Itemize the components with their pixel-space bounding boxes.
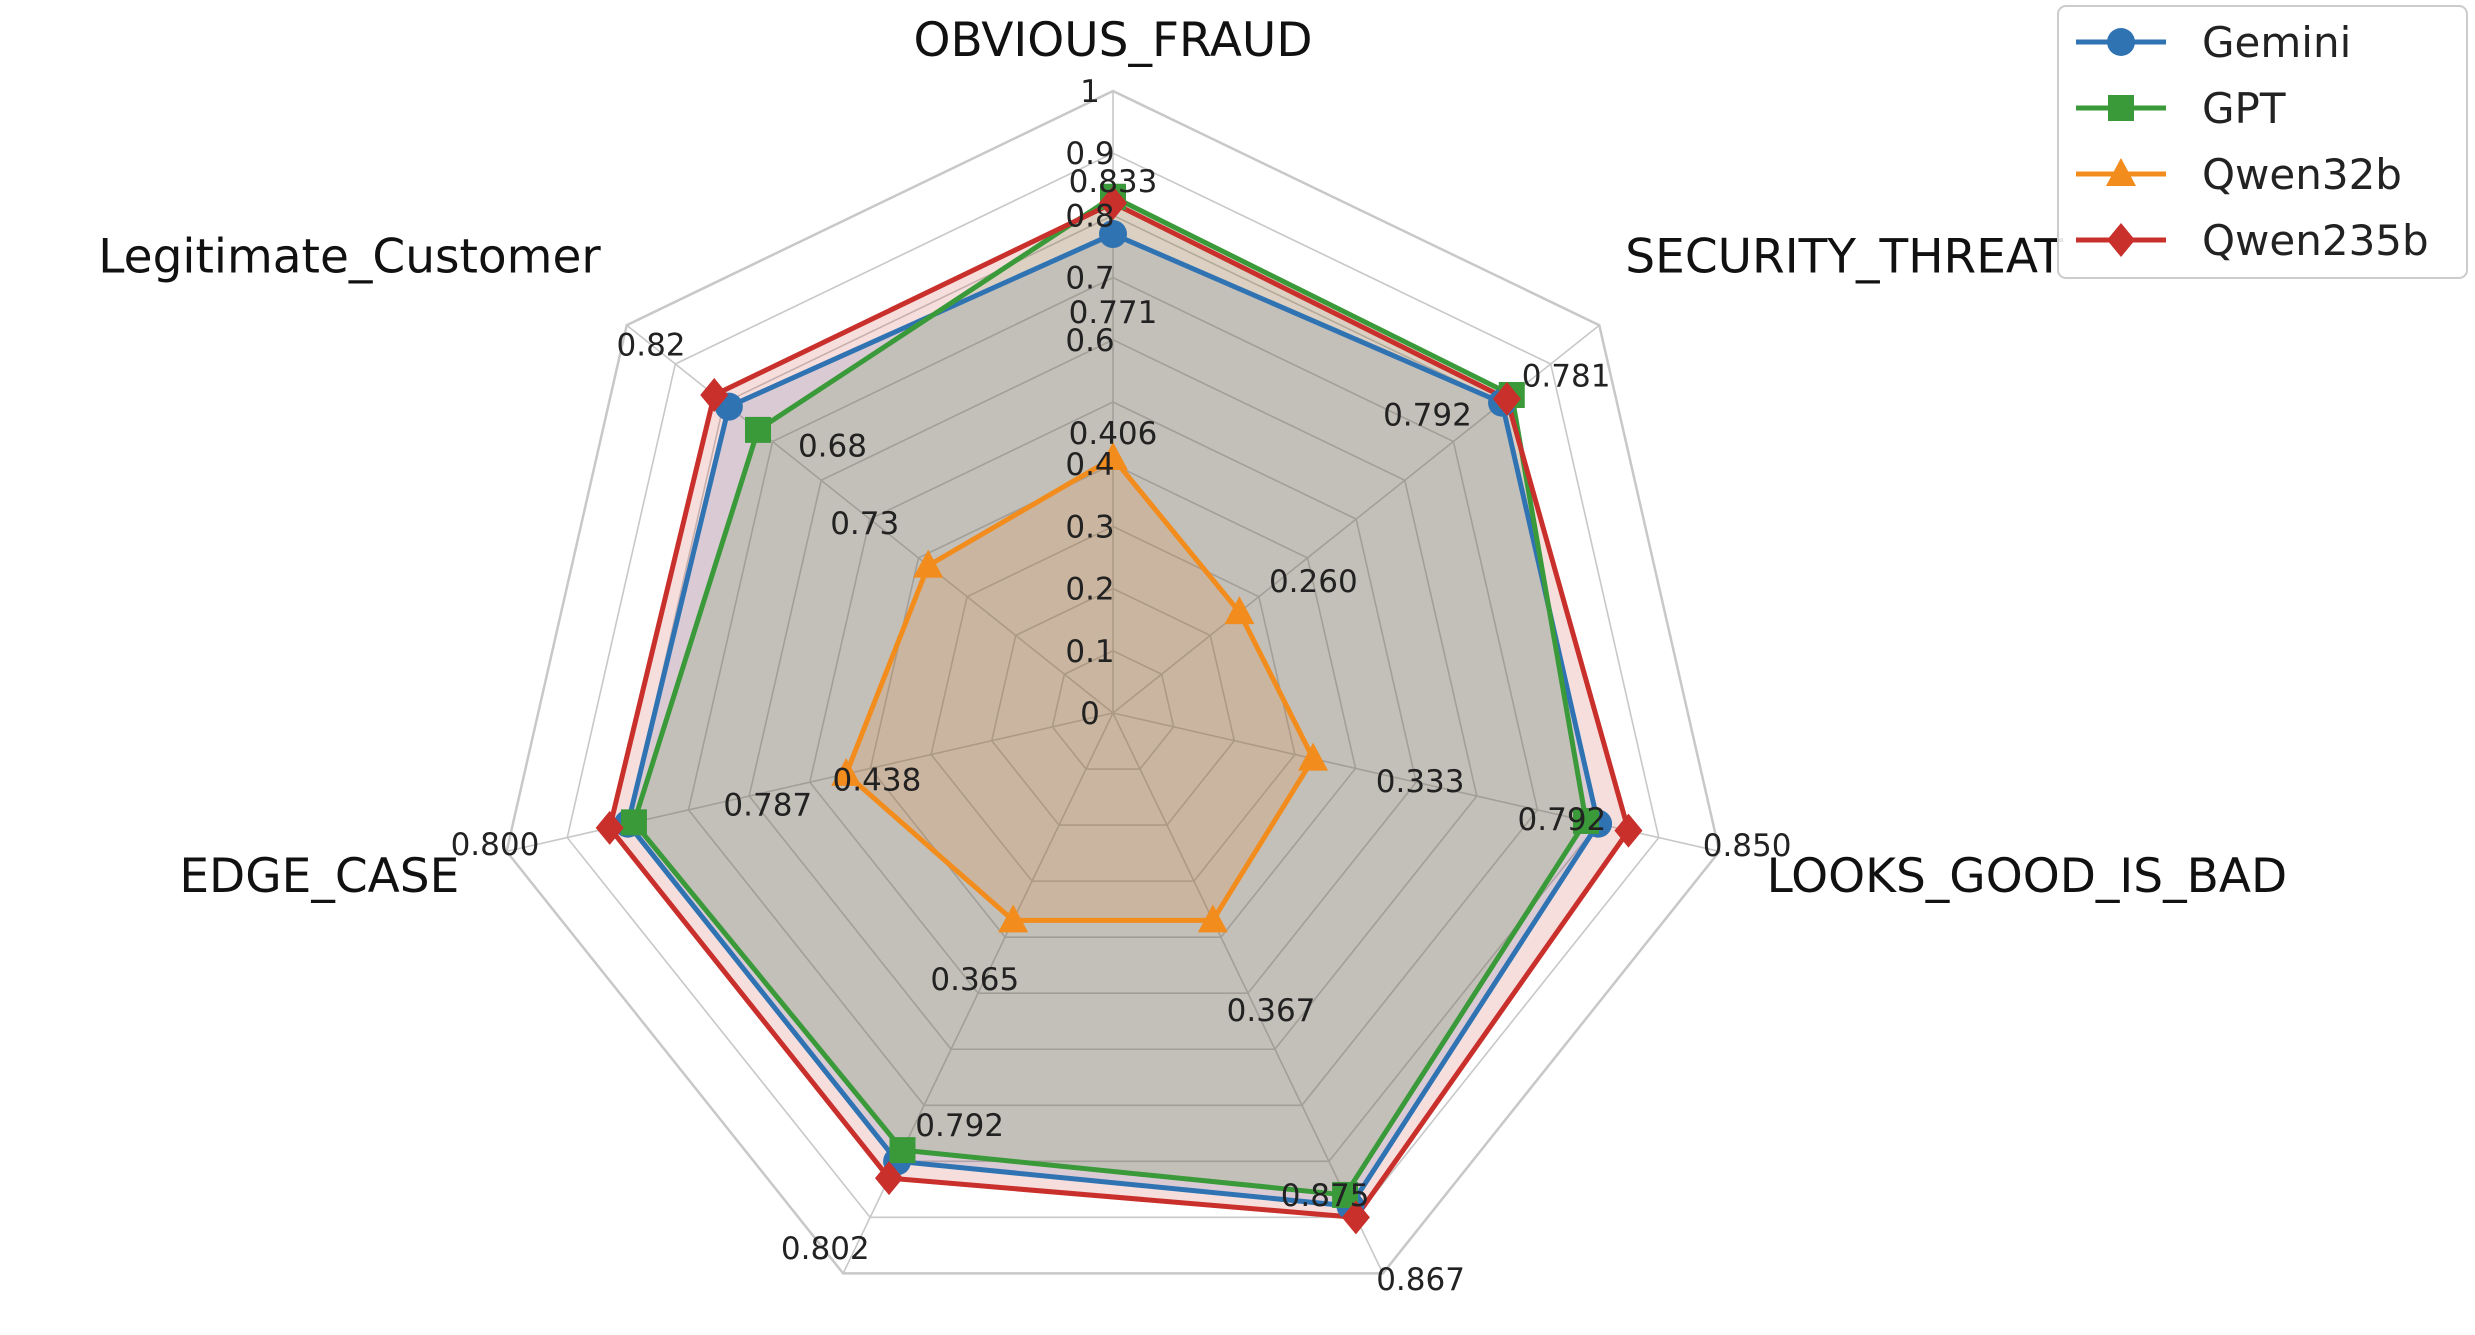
radial-ticks: 0 0.1 0.2 0.3 0.4 0.6 0.7 0.8 0.9 1	[1065, 74, 1114, 732]
point-qwen235b-edge-case	[595, 810, 624, 845]
point-qwen235b-security-threat	[1492, 381, 1521, 416]
series-fill-gemini	[627, 234, 1599, 1207]
grid-ring-9	[566, 152, 1660, 1219]
data-label: 0.82	[617, 328, 686, 364]
grid-ring-3	[930, 525, 1296, 882]
series-fill-qwen235b	[609, 202, 1629, 1218]
tick-label: 1	[1080, 74, 1100, 110]
point-gpt-edge-case	[620, 809, 647, 836]
tick-label: 0.6	[1065, 323, 1114, 359]
legend: Gemini GPT Qwen32b Qwen235b	[2057, 5, 2468, 279]
series-lines	[607, 194, 1631, 1220]
series-fills	[609, 196, 1629, 1218]
legend-marker-gpt	[2108, 95, 2134, 121]
series-line-qwen235b	[607, 200, 1631, 1220]
grid-ring-4	[869, 463, 1357, 938]
grid-ring-2	[990, 587, 1236, 826]
data-labels: 0.833 0.771 0.406 0.781 0.792 0.260 0.850 0.792…	[451, 164, 1792, 1298]
grid-ring-6	[748, 338, 1478, 1051]
data-label: 0.367	[1227, 993, 1316, 1029]
series-line-gemini	[625, 231, 1601, 1209]
legend-label-gpt: GPT	[2202, 84, 2286, 133]
point-qwen235b-legitimate-customer	[700, 377, 729, 412]
point-qwen32b-edge-case	[831, 757, 862, 786]
tick-label: 0	[1080, 696, 1100, 732]
axis-label-legitimate-customer: Legitimate_Customer	[98, 230, 601, 285]
data-label: 0.365	[930, 962, 1019, 998]
tick-label: 0.1	[1065, 634, 1114, 670]
point-gpt-legitimate-customer	[745, 416, 772, 443]
grid-ring-7	[687, 276, 1539, 1107]
series-fill-gpt	[633, 196, 1586, 1195]
grid-ring-10	[505, 89, 1721, 1275]
tick-label: 0.9	[1065, 136, 1114, 172]
legend-label-qwen235b: Qwen235b	[2202, 216, 2429, 265]
data-label: 0.850	[1703, 828, 1792, 864]
data-label: 0.787	[723, 787, 812, 823]
data-label: 0.406	[1069, 416, 1158, 452]
data-label: 0.68	[798, 428, 867, 464]
point-qwen235b-looks-bad-is-good	[1341, 1200, 1370, 1235]
radar-grid	[505, 89, 1721, 1275]
data-label: 0.867	[1376, 1262, 1465, 1298]
axis-label-security-threat: SECURITY_THREAT	[1625, 230, 2063, 285]
point-qwen32b-looks-good-is-bad	[1298, 742, 1329, 771]
point-gpt-looks-good-is-bad	[1572, 807, 1599, 834]
data-label: 0.792	[1383, 397, 1472, 433]
point-qwen235b-no-explicit-note	[875, 1161, 904, 1196]
tick-label: 0.3	[1065, 509, 1114, 545]
data-label: 0.800	[451, 827, 540, 863]
grid-spoke-looks-bad-is-good	[1112, 712, 1384, 1274]
data-label: 0.438	[833, 762, 922, 798]
grid-ring-1	[1051, 649, 1175, 770]
axis-label-edge-case: EDGE_CASE	[179, 849, 459, 904]
data-label: 0.781	[1522, 359, 1611, 395]
data-label: 0.73	[830, 506, 899, 542]
tick-label: 0.2	[1065, 572, 1114, 608]
axis-labels: OBVIOUS_FRAUD SECURITY_THREAT LOOKS_GOOD_I…	[98, 13, 2288, 904]
point-gemini-obvious-fraud	[1099, 220, 1127, 249]
data-label: 0.333	[1376, 764, 1465, 800]
point-qwen32b-looks-bad-is-good	[1197, 904, 1228, 933]
point-qwen32b-obvious-fraud	[1098, 441, 1128, 470]
tick-label: 0.4	[1065, 447, 1114, 483]
series-markers	[595, 183, 1643, 1235]
data-label: 0.792	[915, 1108, 1004, 1144]
legend-label-gemini: Gemini	[2202, 18, 2351, 67]
tick-label: 0.8	[1065, 198, 1114, 234]
axis-label-obvious-fraud: OBVIOUS_FRAUD	[913, 13, 1312, 68]
data-label: 0.792	[1518, 802, 1607, 838]
data-label: 0.802	[781, 1231, 870, 1267]
legend-marker-qwen32b	[2106, 158, 2136, 186]
grid-ring-5	[808, 401, 1418, 995]
data-label: 0.771	[1069, 295, 1158, 331]
point-qwen32b-no-explicit-note	[998, 904, 1029, 933]
series-fill-qwen32b	[846, 457, 1314, 921]
data-label: 0.875	[1281, 1178, 1370, 1214]
point-qwen235b-looks-good-is-bad	[1614, 813, 1643, 848]
axis-label-looks-good-is-bad: LOOKS_GOOD_IS_BAD	[1767, 849, 2288, 904]
point-qwen32b-security-threat	[1224, 596, 1255, 625]
data-label: 0.260	[1269, 564, 1358, 600]
data-label: 0.833	[1069, 164, 1158, 200]
legend-marker-qwen235b	[2107, 223, 2135, 257]
legend-marker-gemini	[2107, 28, 2135, 56]
tick-label: 0.7	[1065, 261, 1114, 297]
point-qwen235b-obvious-fraud	[1099, 185, 1127, 220]
point-gpt-no-explicit-note	[889, 1137, 916, 1164]
point-qwen32b-legitimate-customer	[913, 549, 944, 578]
legend-box	[2057, 5, 2468, 279]
legend-label-qwen32b: Qwen32b	[2202, 150, 2402, 199]
series-line-qwen32b	[843, 455, 1316, 923]
